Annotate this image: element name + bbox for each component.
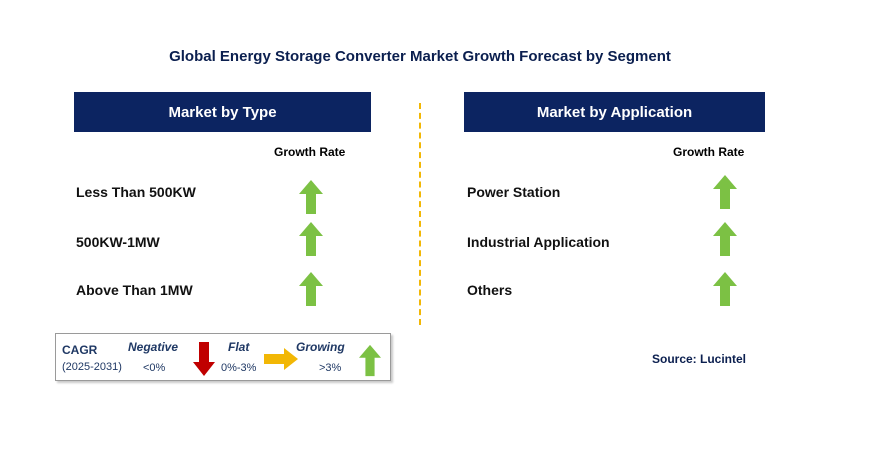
application-growth-rate-label: Growth Rate <box>673 145 745 159</box>
up-arrow-icon <box>299 272 323 306</box>
panel-divider <box>419 103 421 325</box>
application-panel-header: Market by Application <box>464 92 765 132</box>
legend-period: (2025-2031) <box>62 361 122 373</box>
cagr-legend: CAGR (2025-2031) Negative <0% Flat 0%-3%… <box>55 333 391 381</box>
legend-flat-range: 0%-3% <box>221 362 257 374</box>
legend-growing-range: >3% <box>319 362 342 374</box>
up-arrow-icon <box>359 344 381 377</box>
application-row-label: Power Station <box>467 184 561 200</box>
up-arrow-icon <box>713 175 737 209</box>
down-arrow-icon <box>193 342 215 376</box>
up-arrow-icon <box>299 180 323 214</box>
chart-title: Global Energy Storage Converter Market G… <box>169 48 671 65</box>
legend-negative-range: <0% <box>143 362 166 374</box>
up-arrow-icon <box>713 272 737 306</box>
type-row-label: Above Than 1MW <box>76 282 193 298</box>
legend-cagr-label: CAGR <box>62 343 98 357</box>
source-note: Source: Lucintel <box>652 352 747 366</box>
type-panel-header: Market by Type <box>74 92 371 132</box>
up-arrow-icon <box>299 222 323 256</box>
up-arrow-icon <box>713 222 737 256</box>
type-row-label: Less Than 500KW <box>76 184 196 200</box>
type-row-label: 500KW-1MW <box>76 234 160 250</box>
right-arrow-icon <box>264 348 298 370</box>
legend-growing-label: Growing <box>296 340 345 354</box>
application-row-label: Industrial Application <box>467 234 610 250</box>
application-row-label: Others <box>467 282 513 298</box>
type-growth-rate-label: Growth Rate <box>274 145 346 159</box>
legend-negative-label: Negative <box>128 340 179 354</box>
legend-flat-label: Flat <box>228 340 250 354</box>
